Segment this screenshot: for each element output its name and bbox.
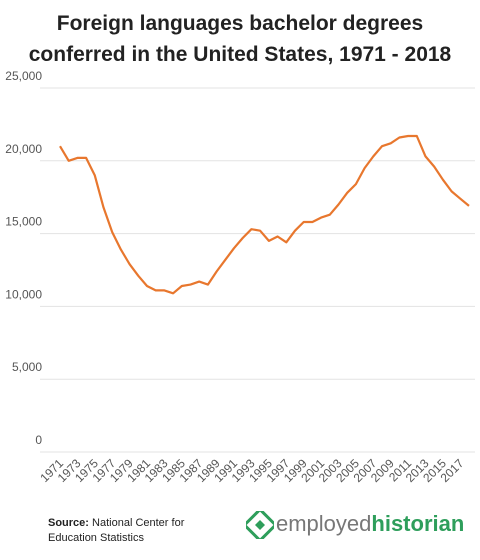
y-tick-label: 0	[35, 433, 42, 447]
source-label: Source:	[48, 517, 89, 529]
chart: 05,00010,00015,00020,00025,0001971197319…	[5, 69, 475, 485]
logo: employedhistorian	[276, 511, 464, 537]
y-tick-label: 5,000	[12, 360, 42, 374]
y-tick-label: 10,000	[5, 287, 42, 301]
logo-icon	[246, 511, 274, 539]
logo-part: historian	[371, 511, 465, 536]
source: Source: National Center for Education St…	[48, 516, 208, 546]
chart-title: Foreign languages bachelor degrees confe…	[28, 12, 452, 66]
y-tick-label: 20,000	[5, 142, 42, 156]
y-tick-label: 15,000	[5, 215, 42, 229]
y-tick-label: 25,000	[5, 69, 42, 83]
data-line	[59, 134, 470, 295]
logo-part: employed	[276, 511, 372, 536]
source-text: National Center for Education Statistics	[48, 517, 185, 544]
